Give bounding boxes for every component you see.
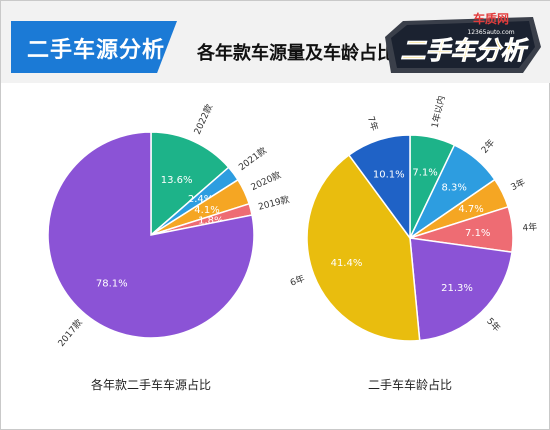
pie-1-category-label-0: 1年以内 — [429, 94, 448, 129]
pie-1-slice-5 — [306, 154, 421, 342]
header-banner: 二手车源分析 各年款车源量及车龄占比 车质网 12365auto.com 二手车… — [1, 1, 550, 83]
pie-1-category-label-6: 7年 — [365, 115, 381, 133]
page-title: 二手车源分析 — [27, 38, 166, 63]
pie-1-category-label-2: 3年 — [509, 176, 528, 193]
pie-1-value-label-2: 4.7% — [458, 204, 483, 215]
pie-0-value-label-4: 78.1% — [96, 279, 128, 290]
pie-1-value-label-4: 21.3% — [441, 283, 473, 294]
pie-1-category-label-4: 5年 — [484, 315, 503, 334]
pie-0-category-label-3: 2019款 — [257, 193, 291, 213]
pie-0-value-label-3: 1.8% — [198, 216, 223, 227]
brand-logo: 车质网 12365auto.com 二手车分析 — [385, 11, 541, 73]
pie-1-value-label-0: 7.1% — [412, 168, 437, 179]
pie-1-category-label-5: 6年 — [288, 272, 306, 288]
pie-0-category-label-0: 2022款 — [191, 102, 215, 136]
pie-1-value-label-6: 10.1% — [373, 169, 405, 180]
title-box — [11, 21, 177, 73]
pie-0-value-label-1: 2.4% — [188, 194, 213, 205]
pie-0-category-label-1: 2021款 — [236, 144, 269, 173]
pie-1-value-label-1: 8.3% — [441, 182, 466, 193]
chart-caption-vehicle-age: 二手车车龄占比 — [367, 378, 453, 392]
logo-title-text: 二手车分析 — [400, 36, 529, 65]
logo-site-text: 12365auto.com — [467, 29, 514, 36]
pie-0-value-label-2: 4.1% — [194, 205, 219, 216]
pie-0-category-label-2: 2020款 — [249, 169, 283, 193]
pie-0-slice-4 — [47, 131, 255, 339]
pie-1-value-label-3: 7.1% — [465, 228, 490, 239]
pie-0-value-label-0: 13.6% — [161, 175, 193, 186]
pie-0-category-label-4: 2017款 — [55, 317, 85, 349]
pie-0-slice-0 — [150, 131, 230, 237]
pie-1-slice-4 — [409, 237, 513, 342]
pie-1-slice-6 — [347, 134, 411, 241]
chart-caption-model-year: 各年款二手车车源占比 — [90, 378, 212, 392]
pie-1-category-label-3: 4年 — [522, 221, 538, 234]
page-subtitle: 各年款车源量及车龄占比 — [197, 43, 395, 64]
pie-1-value-label-5: 41.4% — [331, 258, 363, 269]
pie-1-category-label-1: 2年 — [478, 137, 497, 156]
logo-brand-text: 车质网 — [473, 11, 509, 26]
